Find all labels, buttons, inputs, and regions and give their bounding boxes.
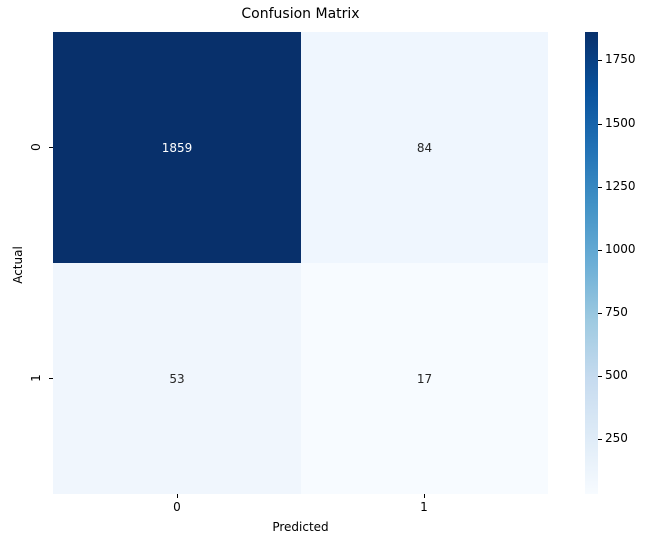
colorbar-tick-1750 (598, 60, 602, 61)
colorbar-tick-1000 (598, 250, 602, 251)
colorbar-label-1000: 1000 (605, 242, 636, 256)
cell-0-0: 1859 (53, 32, 301, 263)
chart-title: Confusion Matrix (241, 6, 360, 22)
heatmap: 1859 84 53 17 (53, 32, 548, 494)
colorbar-tick-1250 (598, 187, 602, 188)
colorbar-label-250: 250 (605, 431, 628, 445)
y-axis-label: Actual (11, 246, 25, 284)
x-tick-label-0: 0 (173, 500, 181, 514)
x-axis-label: Predicted (272, 520, 329, 534)
colorbar-label-1750: 1750 (605, 52, 636, 66)
colorbar-label-1500: 1500 (605, 116, 636, 130)
cell-0-1: 84 (301, 32, 548, 263)
x-tick-label-1: 1 (420, 500, 428, 514)
colorbar-tick-250 (598, 439, 602, 440)
cell-1-0: 53 (53, 263, 301, 494)
colorbar-tick-1500 (598, 124, 602, 125)
colorbar-label-500: 500 (605, 368, 628, 382)
y-tick-1 (49, 378, 53, 379)
colorbar-tick-500 (598, 376, 602, 377)
x-tick-1 (424, 494, 425, 498)
y-tick-label-0: 0 (28, 143, 43, 151)
y-tick-label-1: 1 (28, 374, 43, 382)
colorbar-tick-750 (598, 313, 602, 314)
cell-1-1: 17 (301, 263, 548, 494)
colorbar-label-1250: 1250 (605, 179, 636, 193)
x-tick-0 (177, 494, 178, 498)
colorbar (585, 32, 598, 494)
y-tick-0 (49, 147, 53, 148)
colorbar-label-750: 750 (605, 305, 628, 319)
